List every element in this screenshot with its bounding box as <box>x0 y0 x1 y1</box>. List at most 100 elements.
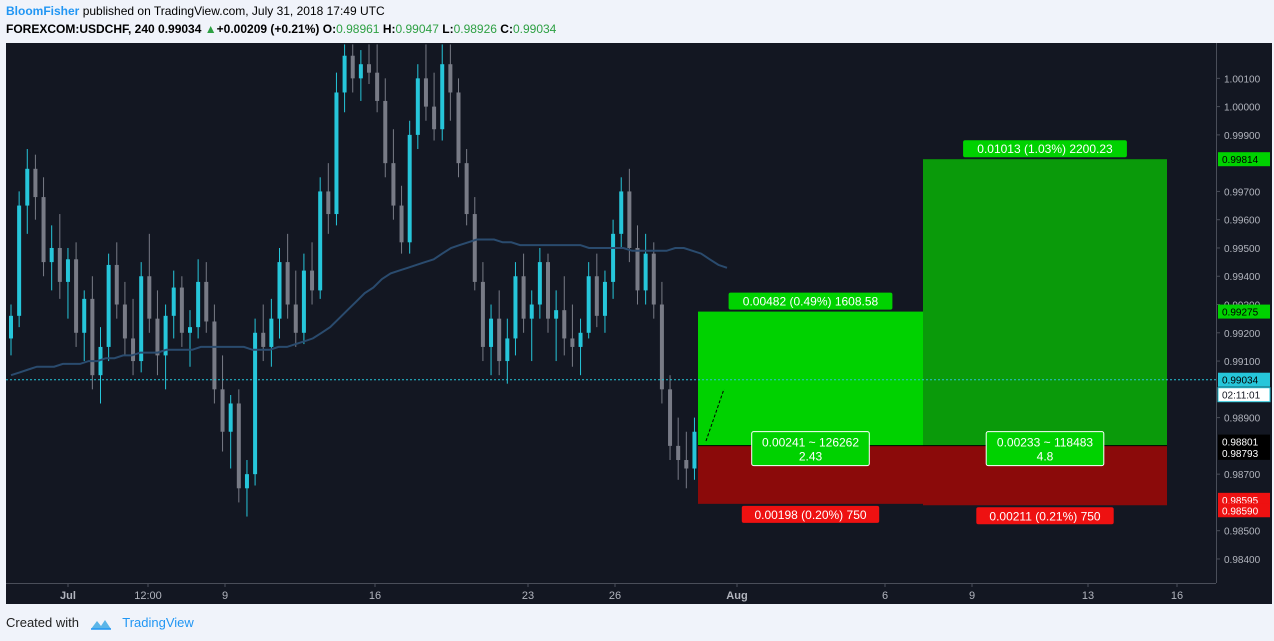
published-text: published on TradingView.com, July 31, 2… <box>82 4 385 18</box>
candle-body <box>407 134 412 243</box>
x-tick-label: 23 <box>522 590 534 602</box>
candle-body <box>106 264 111 347</box>
y-tick-label: 0.99700 <box>1224 187 1261 198</box>
long-position-2-mid-label-bg <box>985 431 1105 467</box>
y-tick-label: 0.98700 <box>1224 470 1261 481</box>
candle-body <box>41 197 46 263</box>
candle-body <box>375 72 380 101</box>
x-tick-label: Aug <box>726 590 747 602</box>
open-label: O: <box>322 22 337 36</box>
ohlc-line: FOREXCOM:USDCHF, 240 0.99034 ▲+0.00209 (… <box>6 22 556 36</box>
long-position-1-mid-label-bg <box>751 431 870 467</box>
price-tag-label: 0.99034 <box>1222 376 1259 387</box>
candle-body <box>196 281 201 328</box>
y-tick-label: 0.99900 <box>1224 131 1261 142</box>
candle-body <box>619 191 624 234</box>
price-tag-label: 0.98595 <box>1222 496 1259 507</box>
candle-body <box>17 205 22 316</box>
publish-line: BloomFisher published on TradingView.com… <box>6 4 385 18</box>
candle-body <box>139 276 144 362</box>
x-tick-label: Jul <box>60 590 76 602</box>
moving-average-line <box>10 238 728 377</box>
candle-body <box>651 253 656 305</box>
candle-body <box>334 92 339 215</box>
candle-body <box>415 78 420 135</box>
candle-body <box>480 281 485 347</box>
price-tag-label: 0.99814 <box>1222 155 1259 166</box>
candle-body <box>594 276 599 316</box>
y-tick-label: 0.98500 <box>1224 527 1261 538</box>
candle-body <box>448 64 453 93</box>
price-tag-bg <box>1218 372 1270 387</box>
candle-body <box>326 191 331 215</box>
close-value: 0.99034 <box>512 22 557 36</box>
long-position-2-target-label: 0.01013 (1.03%) 2200.23 <box>977 142 1113 156</box>
candle-body <box>90 298 95 376</box>
candle-body <box>163 315 168 356</box>
candle-body <box>310 270 315 291</box>
y-tick-label: 1.00100 <box>1224 74 1261 85</box>
x-tick-label: 9 <box>969 590 975 602</box>
candle-body <box>684 460 689 469</box>
footer: Created with TradingView <box>6 615 194 631</box>
price-tag-bg <box>1218 445 1270 460</box>
up-arrow-icon: ▲ <box>204 22 217 36</box>
y-tick-label: 0.99500 <box>1224 244 1261 255</box>
candle-body <box>529 304 534 319</box>
symbol-label: FOREXCOM:USDCHF, 240 <box>6 22 155 36</box>
x-tick-label: 6 <box>882 590 888 602</box>
y-tick-label: 0.99600 <box>1224 216 1261 227</box>
long-position-1-mid-label-2: 2.43 <box>799 450 823 464</box>
price-tag-label: 0.99275 <box>1222 308 1259 319</box>
candle-body <box>285 262 290 305</box>
candle-body <box>489 318 494 347</box>
candle-body <box>367 64 371 73</box>
candle-body <box>155 318 160 356</box>
candle-body <box>318 191 323 291</box>
candle-body <box>253 332 258 475</box>
candle-body <box>74 259 79 333</box>
long-position-1-mid-label-1: 0.00241 ~ 126262 <box>762 436 859 450</box>
candle-body <box>676 445 681 461</box>
candle-body <box>342 55 347 93</box>
candle-body <box>33 168 38 198</box>
low-value: 0.98926 <box>453 22 497 36</box>
candle-body <box>65 259 70 282</box>
price-tag-bg <box>1218 152 1270 167</box>
long-position-2-mid-label-2: 4.8 <box>1037 450 1054 464</box>
candle-body <box>277 262 282 319</box>
candle-body <box>49 247 54 263</box>
candle-body <box>358 64 363 79</box>
candlestick-chart[interactable]: 0.98400 0.98500 0.98700 0.98900 0.99100 0.992… <box>6 43 1272 604</box>
price-tag-label: 0.98801 <box>1222 438 1259 449</box>
y-tick-label: 0.99200 <box>1224 329 1261 340</box>
candle-body <box>122 304 127 339</box>
candle-body <box>432 106 437 130</box>
long-position-2-stop-label: 0.00211 (0.21%) 750 <box>989 509 1101 523</box>
tradingview-logo-icon <box>90 619 111 630</box>
created-with-text: Created with <box>6 615 79 630</box>
tradingview-brand[interactable]: TradingView <box>122 615 194 630</box>
candle-body <box>204 281 209 322</box>
candle-body <box>147 276 152 319</box>
high-label: H: <box>382 22 396 36</box>
price-tag-label: 0.98793 <box>1222 449 1259 460</box>
projection-dash <box>705 388 725 442</box>
open-value: 0.98961 <box>336 22 380 36</box>
x-tick-label: 26 <box>609 590 621 602</box>
long-position-2-target-zone <box>923 159 1167 446</box>
candle-body <box>472 214 477 282</box>
countdown-tag-bg <box>1217 387 1271 403</box>
candle-body <box>179 287 184 333</box>
author-name[interactable]: BloomFisher <box>6 4 80 18</box>
candle-body <box>692 431 697 469</box>
candle-body <box>456 92 461 164</box>
candle-body <box>25 168 30 206</box>
candle-body <box>131 338 136 362</box>
x-tick-label: 12:00 <box>134 590 162 602</box>
candle-body <box>350 55 355 79</box>
chart-panel[interactable]: 0.98400 0.98500 0.98700 0.98900 0.99100 0.992… <box>6 43 1272 604</box>
candle-body <box>171 287 176 316</box>
candle-body <box>236 403 241 489</box>
long-position-1-target-zone <box>698 311 923 446</box>
